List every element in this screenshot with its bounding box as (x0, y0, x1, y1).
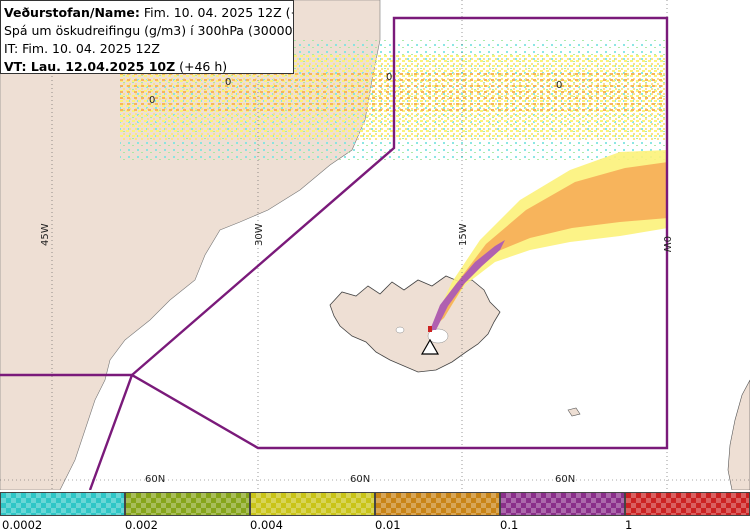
valid-time: VT: Lau. 12.04.2025 10Z (4, 59, 176, 74)
contour-label: 0 (149, 95, 155, 106)
lat-label-60n: 60N (350, 474, 370, 485)
initial-time: IT: Fim. 10. 04. 2025 12Z (4, 41, 160, 56)
legend-swatch-red (625, 492, 750, 516)
legend-swatch-orange (375, 492, 500, 516)
issuer-line: Veðurstofan/Name: Fim. 10. 04. 2025 12Z … (4, 4, 293, 22)
valid-time-line: VT: Lau. 12.04.2025 10Z (+46 h) (4, 58, 290, 74)
issuer-label: Veðurstofan/Name: (4, 5, 140, 20)
forecast-hour: (+46 h) (175, 59, 228, 74)
ash-plume-mid (432, 162, 668, 328)
legend-swatch-olive (125, 492, 250, 516)
legend-swatch-cyan (0, 492, 125, 516)
legend-swatch-purple (500, 492, 625, 516)
legend-tick: 0.1 (500, 518, 519, 532)
lon-label-45w: 45W (40, 223, 51, 246)
glacier (395, 326, 405, 334)
concentration-legend: 0.0002 0.002 0.004 0.01 0.1 1 (0, 490, 750, 532)
lon-label-30w: 30W (254, 223, 265, 246)
legend-tick: 1 (625, 518, 633, 532)
glacier (427, 328, 449, 344)
fir-boundary (129, 16, 669, 450)
contour-label: 0 (225, 77, 231, 88)
lon-label-0w: 0W (661, 236, 672, 252)
legend-tick: 0.002 (125, 518, 158, 532)
lat-label-60n: 60N (145, 474, 165, 485)
lat-label-60n: 60N (555, 474, 575, 485)
legend-tick: 0.0002 (2, 518, 43, 532)
norway-land (727, 379, 750, 490)
fir-boundary-west (0, 373, 134, 490)
iceland-land (329, 275, 501, 373)
contour-label: 0 (386, 72, 392, 83)
legend-tick: 0.01 (375, 518, 401, 532)
volcano-warning-triangle-icon (420, 326, 440, 355)
legend-swatch-yellow (250, 492, 375, 516)
lon-label-15w: 15W (458, 223, 469, 246)
faroe-islands (567, 407, 581, 417)
ash-plume-high (430, 240, 505, 330)
legend-tick: 0.004 (250, 518, 283, 532)
forecast-info-box: Veðurstofan/Name: Fim. 10. 04. 2025 12Z … (0, 0, 294, 74)
product-title: Spá um öskudreifingu (g/m3) í 300hPa (30… (4, 23, 294, 38)
contour-label: 0 (556, 80, 562, 91)
issue-time: Fim. 10. 04. 2025 12Z (+46 h) (143, 5, 293, 20)
